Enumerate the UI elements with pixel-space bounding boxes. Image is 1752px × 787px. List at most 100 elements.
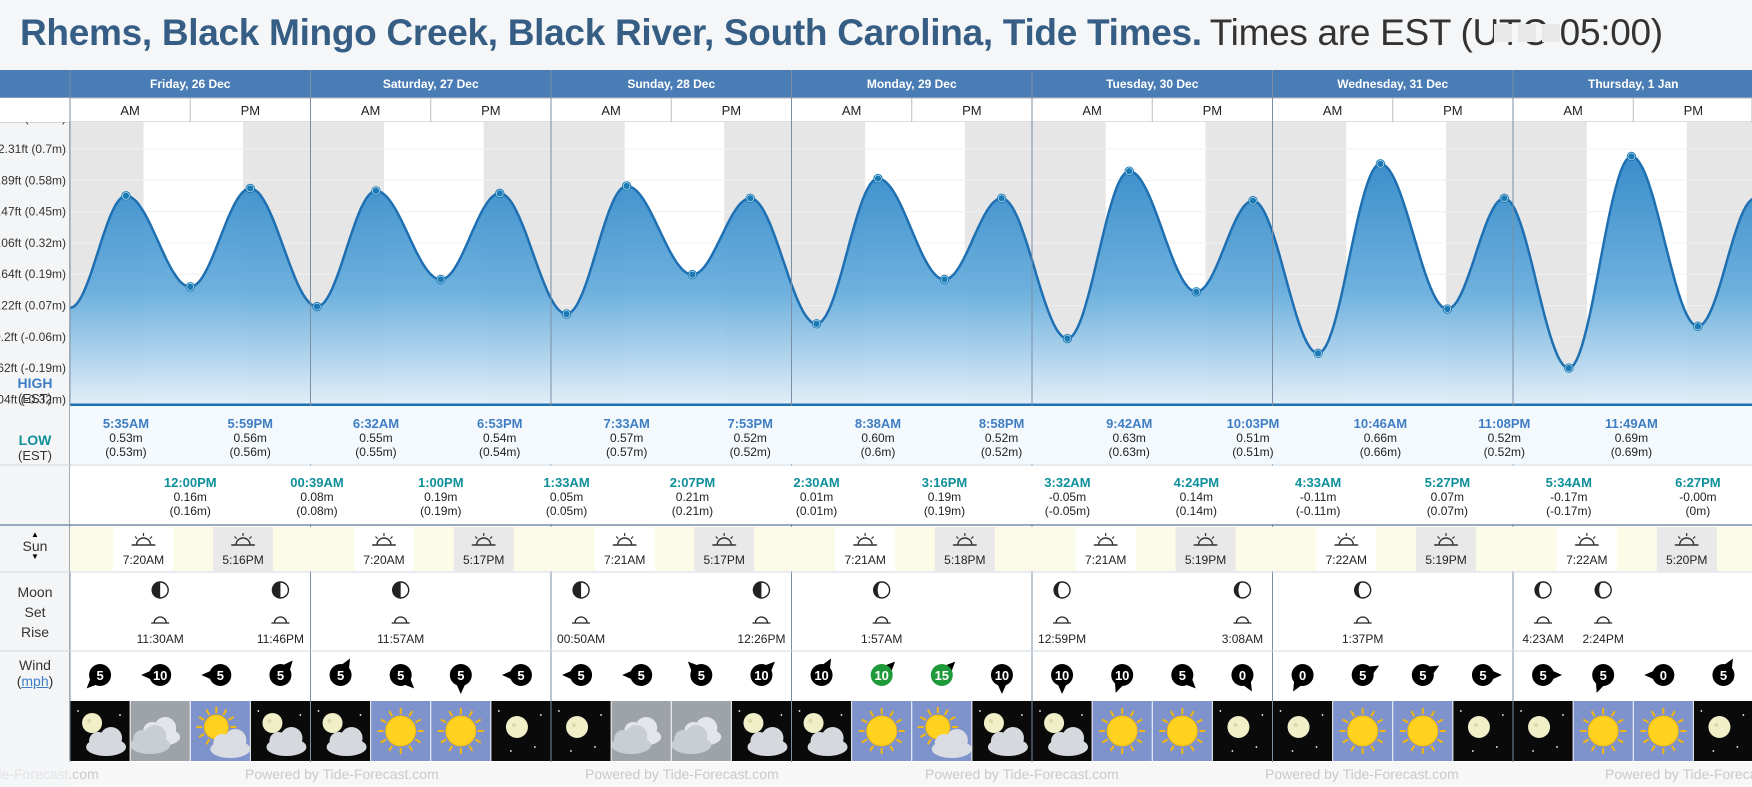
wind-speed: 10 [995, 668, 1009, 683]
sun-up-arrow-icon: ▲ [31, 530, 39, 539]
low-height-parenthetical: (-0.17m) [1546, 504, 1591, 518]
cloud-puff [1001, 727, 1024, 749]
footer-watermark: Powered by Tide-Forecast.com [245, 766, 439, 782]
sunset-ray [1196, 536, 1200, 540]
wind-speed: 5 [1539, 668, 1546, 683]
moon-set-time: 3:08AM [1222, 632, 1263, 646]
wind-speed: 5 [638, 668, 645, 683]
sunset-arc [475, 537, 492, 546]
wind-direction-arrow [823, 658, 832, 669]
sunset-ray [715, 536, 719, 540]
pm-label: PM [962, 103, 982, 118]
wind-direction-arrow [501, 671, 511, 679]
low-height: 0.01m [800, 490, 833, 504]
sun-ray [926, 709, 932, 716]
wind-badge [509, 664, 532, 686]
star [1231, 750, 1234, 752]
sunrise-ray [630, 536, 634, 540]
high-height: 0.52m [734, 431, 767, 445]
low-height: -0.05m [1049, 490, 1086, 504]
moon-rise-time: 2:24PM [1583, 632, 1624, 646]
moon-crater [1233, 723, 1238, 727]
sunrise-arc [616, 537, 633, 546]
high-time: 7:33AM [604, 416, 650, 431]
moonset-icon [1233, 616, 1252, 624]
wind-unit-wrap: (mph) [16, 673, 54, 689]
moon-disc [82, 713, 103, 733]
am-label: AM [1323, 103, 1343, 118]
low-time: 5:27PM [1425, 475, 1471, 490]
sun-ray [1402, 718, 1409, 724]
tide-point-core [1694, 323, 1702, 330]
wind-arrow-head [765, 661, 775, 671]
sunrise-ray [134, 536, 138, 540]
sunset-icon [1434, 533, 1459, 546]
sun-ray [1136, 718, 1143, 724]
moon-set-time: 11:46PM [257, 632, 304, 646]
wind-badge [269, 664, 292, 686]
share-icons[interactable] [1494, 24, 1564, 42]
wind-badge [1351, 664, 1374, 686]
sunrise-icon [853, 533, 878, 546]
moon-shadow [1354, 582, 1363, 598]
tide-point-core [122, 192, 130, 200]
low-height: 0.05m [550, 490, 583, 504]
moon-icon [1513, 701, 1573, 761]
high-height: 0.66m [1364, 431, 1397, 445]
low-time: 4:24PM [1174, 475, 1220, 490]
sun-ray [222, 709, 228, 716]
wind-speed: 5 [96, 668, 103, 683]
low-height: 0.19m [928, 490, 961, 504]
pm-label: PM [1684, 103, 1704, 118]
share-icon[interactable] [1494, 24, 1512, 42]
moon-cloud-icon [70, 701, 130, 761]
star [780, 714, 783, 716]
high-time: 5:59PM [227, 416, 273, 431]
am-label: AM [1563, 103, 1583, 118]
cloud-puff [625, 725, 648, 747]
day-header-0: Friday, 26 Dec [150, 77, 231, 91]
wind-badge [570, 664, 593, 686]
wind-direction-arrow [201, 671, 211, 679]
tide-point-core [941, 276, 948, 283]
sun-ray [1129, 745, 1135, 752]
moon-rise-time: 11:30AM [137, 632, 184, 646]
sun-cloud-icon [190, 701, 251, 761]
sun-ray [926, 738, 932, 745]
wind-speed: 0 [1239, 668, 1246, 683]
sun-ray [1670, 710, 1676, 717]
moonrise-icon [1353, 616, 1372, 624]
wind-speed: 5 [1720, 668, 1727, 683]
wind-unit-link[interactable]: mph [21, 673, 49, 689]
moon-horizon-arc [574, 616, 588, 624]
sun-ray [943, 709, 949, 716]
moon-icon [1273, 701, 1333, 761]
wind-badge [1291, 664, 1314, 686]
share-icon[interactable] [1542, 24, 1560, 42]
sun-ray [1582, 718, 1589, 724]
sun-icon [1393, 701, 1453, 761]
wind-direction-arrow [1429, 665, 1440, 674]
moon-phase-icon [1233, 581, 1252, 599]
wind-speed: 5 [577, 668, 584, 683]
moon-crater [808, 719, 813, 723]
cloud-icon [130, 701, 190, 761]
location-title: Rhems, Black Mingo Creek, Black River, S… [20, 12, 1202, 53]
sun-ray [1161, 738, 1169, 744]
sunrise-time: 7:22AM [1566, 553, 1607, 567]
wind-label: Wind (mph) [0, 657, 70, 689]
star [1532, 750, 1534, 752]
high-height: 0.52m [985, 431, 1018, 445]
share-icon[interactable] [1518, 24, 1536, 42]
sunset-arc [235, 537, 251, 546]
cloud-puff [1062, 727, 1085, 749]
wind-direction-arrow [1186, 679, 1196, 689]
sun-ray [1430, 710, 1436, 717]
high-height: 0.53m [109, 431, 142, 445]
wind-direction-arrow [946, 661, 956, 671]
sun-row-bg [70, 527, 1752, 571]
high-height-parenthetical: (0.52m) [1484, 445, 1525, 459]
ampm-band [0, 97, 1752, 123]
star [1742, 714, 1745, 716]
wind-direction-arrow [1724, 658, 1733, 669]
